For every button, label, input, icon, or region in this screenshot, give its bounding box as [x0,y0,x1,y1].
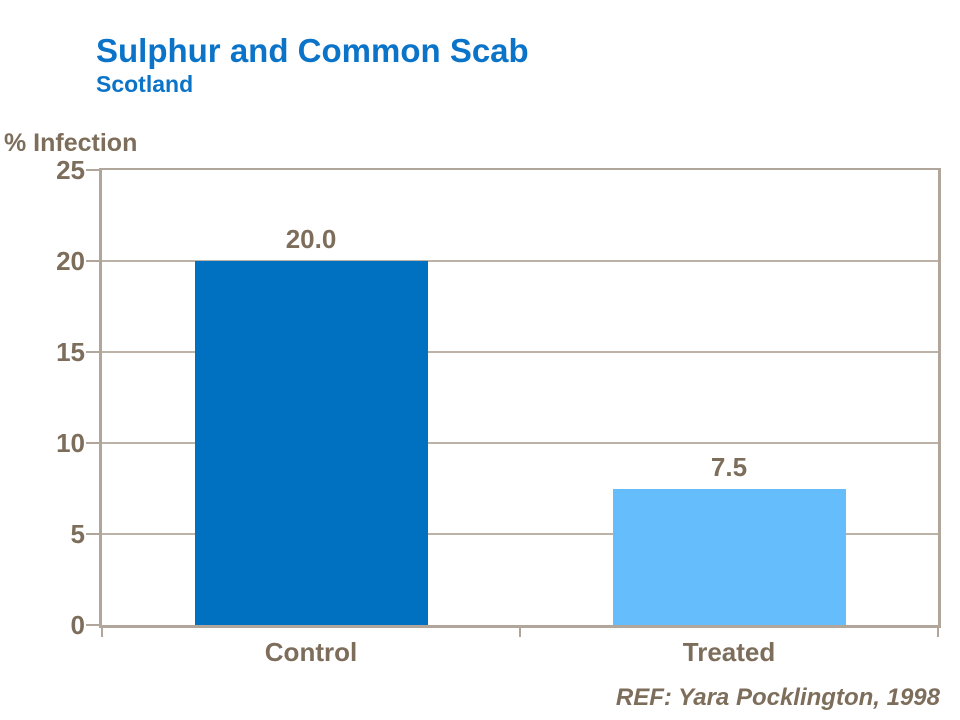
x-category-label: Control [264,637,358,667]
bar-value-label: 20.0 [285,224,337,254]
chart-subtitle: Scotland [96,71,194,97]
y-axis-title: % Infection [4,129,138,157]
y-tick-label: 15 [56,337,85,367]
gridline [102,533,938,535]
y-tick-label: 10 [56,428,85,458]
x-tick-mark [937,625,939,637]
y-tick-label: 20 [56,246,85,276]
bar-treated [612,488,846,625]
y-tick-mark [86,169,100,171]
x-tick-mark [519,625,521,637]
y-tick-label: 0 [70,610,85,640]
x-tick-mark [101,625,103,637]
bar-control [194,261,428,625]
y-tick-mark [86,442,100,444]
y-tick-label: 5 [70,519,85,549]
gridline [102,351,938,353]
reference-text: REF: Yara Pocklington, 1998 [615,684,940,711]
y-tick-mark [86,533,100,535]
y-tick-mark [86,351,100,353]
gridline [102,442,938,444]
y-tick-mark [86,624,100,626]
bar-value-label: 7.5 [710,451,748,482]
chart-title: Sulphur and Common Scab [96,32,529,69]
y-tick-mark [86,260,100,262]
y-tick-label: 25 [56,155,85,185]
x-category-label: Treated [682,637,776,667]
plot-area: 20.0 7.5 [99,168,941,628]
gridline [102,260,938,262]
